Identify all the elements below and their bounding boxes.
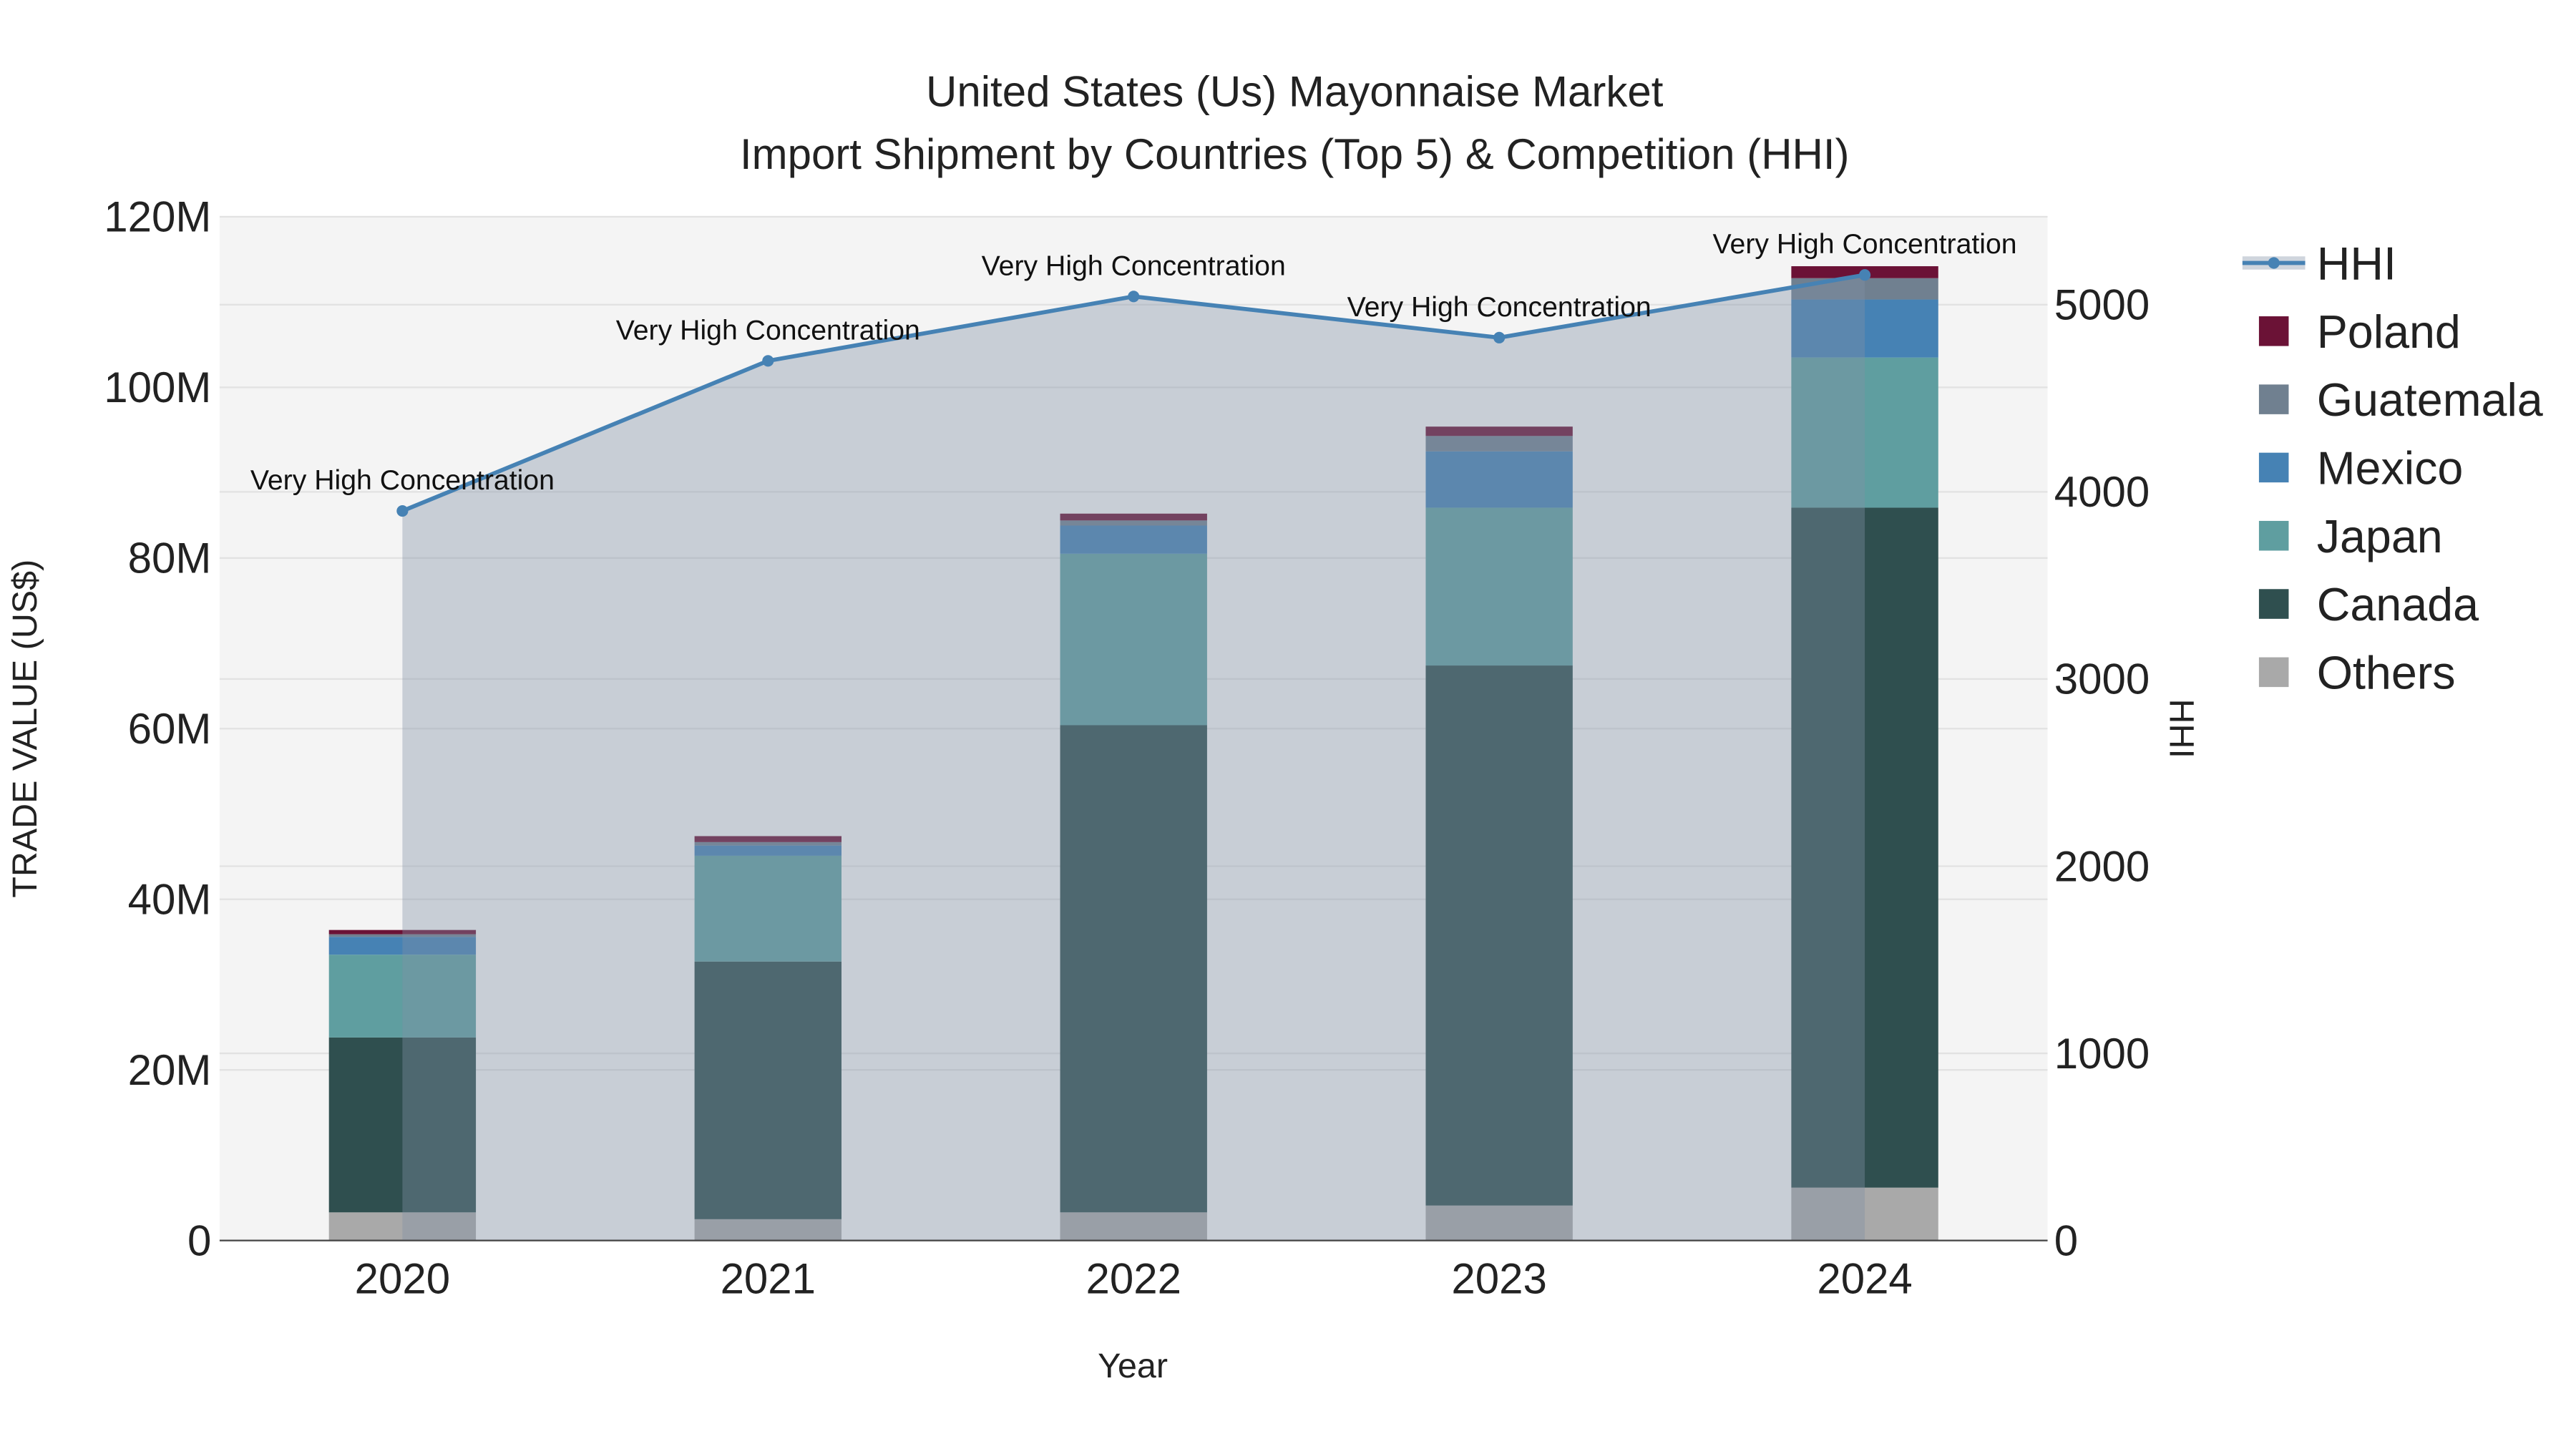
bar-japan-2020: [328, 955, 477, 1038]
hhi-area: [402, 275, 1865, 1241]
bar-others-2020: [328, 1212, 477, 1241]
legend-label-japan: Japan: [2317, 511, 2443, 562]
bar-others-2021: [694, 1219, 841, 1241]
bar-poland-2020: [328, 930, 477, 935]
y-tick-label: 100M: [104, 364, 211, 411]
x-tick-label: 2024: [1817, 1255, 1912, 1303]
bar-mexico-2020: [328, 937, 477, 955]
y2-tick-label: 0: [2054, 1216, 2078, 1264]
legend-label-hhi: HHI: [2317, 238, 2396, 290]
bar-poland-2023: [1425, 426, 1573, 436]
y-tick-label: 60M: [128, 705, 212, 753]
bar-mexico-2021: [694, 845, 841, 856]
hhi-annotation: Very High Concentration: [616, 314, 920, 346]
y-tick-label: 80M: [128, 535, 212, 582]
x-tick-label: 2023: [1451, 1255, 1546, 1303]
bar-japan-2023: [1425, 507, 1573, 666]
legend-label-others: Others: [2317, 647, 2456, 698]
legend-swatch-guatemala: [2258, 384, 2289, 414]
y2-tick-label: 2000: [2054, 842, 2150, 890]
y-axis-label: TRADE VALUE (US$): [6, 560, 44, 898]
y-tick-label: 20M: [128, 1046, 212, 1094]
legend-swatch-mexico: [2258, 452, 2289, 483]
y-tick-label: 120M: [104, 193, 211, 241]
y2-tick-label: 4000: [2054, 468, 2150, 516]
bar-others-2024: [1791, 1187, 1938, 1241]
hhi-annotation: Very High Concentration: [1347, 291, 1652, 323]
bar-japan-2021: [694, 855, 841, 962]
bar-canada-2024: [1791, 507, 1938, 1188]
bar-guatemala-2023: [1425, 436, 1573, 452]
y-tick-label: 0: [187, 1216, 211, 1264]
y2-tick-label: 1000: [2054, 1030, 2150, 1078]
bar-canada-2020: [328, 1037, 477, 1213]
bar-guatemala-2020: [328, 934, 477, 937]
legend-label-canada: Canada: [2317, 579, 2479, 630]
bar-others-2022: [1060, 1212, 1207, 1241]
bar-poland-2021: [694, 836, 841, 842]
hhi-annotation: Very High Concentration: [250, 464, 555, 496]
hhi-annotation: Very High Concentration: [982, 250, 1286, 281]
legend-label-guatemala: Guatemala: [2317, 374, 2543, 426]
bar-japan-2024: [1791, 357, 1938, 508]
bar-japan-2022: [1060, 553, 1207, 726]
bar-guatemala-2022: [1060, 520, 1207, 526]
bar-guatemala-2021: [694, 841, 841, 846]
legend-swatch-others: [2258, 657, 2289, 688]
hhi-point-2022: [1128, 291, 1140, 303]
hhi-point-2023: [1493, 331, 1506, 343]
x-tick-label: 2020: [355, 1255, 450, 1303]
bar-mexico-2022: [1060, 525, 1207, 554]
bar-canada-2023: [1425, 665, 1573, 1206]
legend-hhi-marker: [2268, 257, 2280, 269]
bar-canada-2022: [1060, 725, 1207, 1213]
legend-label-poland: Poland: [2317, 306, 2461, 358]
hhi-point-2021: [762, 355, 774, 367]
bar-mexico-2024: [1791, 299, 1938, 358]
y2-tick-label: 5000: [2054, 281, 2150, 329]
bar-others-2023: [1425, 1205, 1573, 1241]
y2-tick-label: 3000: [2054, 655, 2150, 703]
bar-poland-2022: [1060, 513, 1207, 521]
bar-canada-2021: [694, 961, 841, 1219]
x-axis-label: Year: [1098, 1347, 1168, 1385]
chart-title-line1: United States (Us) Mayonnaise Market: [926, 67, 1664, 115]
legend-label-mexico: Mexico: [2317, 443, 2464, 494]
legend-swatch-japan: [2258, 520, 2289, 551]
chart-title-line2: Import Shipment by Countries (Top 5) & C…: [740, 130, 1850, 178]
legend-swatch-poland: [2258, 316, 2289, 346]
y-tick-label: 40M: [128, 875, 212, 923]
hhi-point-2024: [1859, 269, 1871, 281]
x-tick-label: 2022: [1085, 1255, 1181, 1303]
hhi-point-2020: [396, 504, 409, 517]
bar-mexico-2023: [1425, 451, 1573, 508]
y2-axis-label: HHI: [2162, 699, 2200, 758]
x-tick-label: 2021: [721, 1255, 816, 1303]
legend-swatch-canada: [2258, 589, 2289, 619]
hhi-annotation: Very High Concentration: [1713, 228, 2017, 260]
